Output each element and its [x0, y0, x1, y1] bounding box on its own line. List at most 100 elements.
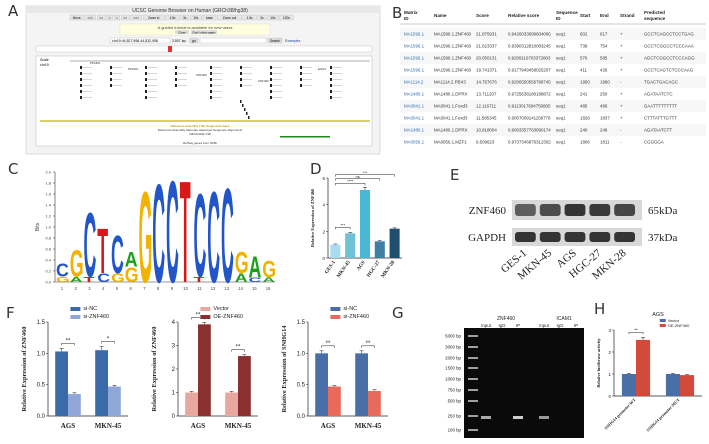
panel-label-c: C: [8, 160, 19, 178]
browser-nav-label: 3x: [260, 16, 264, 20]
protein-band: [539, 204, 561, 216]
tutorial-dont-show-button[interactable]: [191, 30, 217, 34]
logo-letter: C: [152, 156, 165, 313]
table-cell: 1950: [580, 80, 590, 85]
tfbs-feature: [330, 66, 332, 69]
legend-label: si-ZNF460: [343, 314, 369, 320]
browser-nav-button[interactable]: [69, 14, 84, 21]
matrix-id-link[interactable]: MA1596.1: [404, 32, 425, 37]
examples-link[interactable]: Examples: [285, 39, 301, 43]
table-row: [400, 52, 706, 64]
tfbs-feature: [240, 72, 242, 75]
browser-nav-button[interactable]: [257, 14, 267, 21]
browser-nav-button[interactable]: [113, 14, 120, 21]
tfbs-feature: [110, 72, 112, 75]
legend-swatch: [70, 315, 81, 319]
logo-ytick: 0.8: [45, 236, 51, 241]
table-cell: 1960: [600, 80, 610, 85]
search-button-label: Search: [270, 39, 280, 43]
browser-nav-button[interactable]: [84, 14, 96, 21]
significance-bracket: [335, 174, 395, 177]
table-cell: 11.585345: [476, 116, 497, 121]
chart-H: 0 1 2 3 Relative luciferase activity AGS ** SNH…: [596, 312, 702, 433]
browser-nav-button[interactable]: [190, 14, 202, 21]
matrix-id-link[interactable]: MA1596.1: [404, 56, 425, 61]
table-cell: 241: [580, 92, 588, 97]
ladder-band: [468, 367, 478, 369]
logo-xtick: 16: [266, 286, 271, 291]
browser-nav-button[interactable]: [217, 14, 242, 21]
go-button[interactable]: [189, 37, 199, 44]
legend-label: si-ZNF460: [83, 314, 109, 320]
browser-nav-button[interactable]: [97, 14, 106, 21]
browser-nav-button[interactable]: [242, 14, 257, 21]
browser-nav-button[interactable]: [106, 14, 113, 21]
table-cell: 10.818004: [476, 128, 497, 133]
browser-nav-button[interactable]: [142, 14, 165, 21]
browser-nav-button[interactable]: [130, 14, 142, 21]
table-cell: 426: [600, 68, 608, 73]
table-row: [400, 28, 706, 40]
table-cell: AGCTCGGCCTCCCAGG: [644, 56, 695, 61]
tfbs-feature: [244, 108, 246, 111]
matrix-id-link[interactable]: MA0041.1: [404, 116, 425, 121]
table-cell: 0.9206550556798745: [508, 80, 551, 85]
matrix-id-link[interactable]: MA0041.1: [404, 104, 425, 109]
browser-nav-button[interactable]: [165, 14, 180, 21]
tfbs-feature: [80, 66, 82, 69]
panel-label-a: A: [8, 2, 19, 20]
bar: [680, 375, 695, 396]
table-cell: GCCTCAGTCTCCCAAG: [644, 68, 694, 73]
table-cell: 1837: [600, 116, 610, 121]
browser-nav-button[interactable]: [180, 14, 190, 21]
matrix-id-link[interactable]: MA1596.1: [404, 44, 425, 49]
table-header-2: ID: [556, 16, 561, 21]
table-cell: CTTTATTTGTTT: [644, 116, 677, 121]
sample-band: [513, 416, 523, 419]
browser-nav-button[interactable]: [267, 14, 279, 21]
tutorial-close-button[interactable]: [175, 30, 189, 34]
logo-ytick: 2.0: [45, 170, 51, 175]
table-header: Relative score: [508, 13, 540, 18]
browser-nav-label: base: [206, 16, 213, 20]
protein-band: [614, 204, 635, 216]
logo-xtick: 14: [238, 286, 243, 291]
matrix-id-link[interactable]: MA0056.1: [404, 140, 425, 145]
ytick-label: 3: [172, 344, 176, 350]
logo-ytick: 0.4: [45, 258, 51, 263]
tfbs-feature: [300, 78, 302, 81]
table-cell: 617: [600, 32, 608, 37]
logo-letter: A: [235, 272, 248, 286]
tfbs-feature: [80, 72, 82, 75]
ladder-label: 250 bp: [448, 414, 462, 419]
table-cell: 12.116711: [476, 104, 497, 109]
tfbs-feature: [175, 78, 177, 81]
table-cell: 19.741371: [476, 68, 497, 73]
browser-nav-label: Move: [73, 16, 81, 20]
browser-nav-label: 100x: [283, 16, 290, 20]
search-button[interactable]: [267, 37, 283, 44]
matrix-id-link[interactable]: MA1480.1: [404, 92, 425, 97]
matrix-id-link[interactable]: MA1596.1: [404, 68, 425, 73]
matrix-id-link[interactable]: MA1114.2: [404, 80, 424, 85]
browser-nav-label: Zoom in: [148, 16, 160, 20]
tfbs-feature: [145, 96, 147, 99]
table-cell: MA1596.1.ZNF460: [434, 32, 472, 37]
tfbs-feature: [240, 78, 242, 81]
browser-nav-button[interactable]: [202, 14, 217, 21]
tutorial-dont-show-label: Don't show again: [193, 30, 216, 34]
browser-nav-button[interactable]: [279, 14, 294, 21]
tfbs-feature: [110, 84, 112, 87]
table-header: Score: [476, 13, 489, 18]
position-input[interactable]: chr19:44,827,898-44,832,958: [112, 39, 158, 43]
browser-nav-button[interactable]: [120, 14, 130, 21]
table-cell: MA0041.1.Foxd3: [434, 104, 468, 109]
footer-track-3: GENCODE V38: [189, 132, 211, 136]
browser-nav-label: <: [109, 16, 111, 20]
matrix-id-link[interactable]: MA1480.1: [404, 128, 425, 133]
ytick-label: 0.5: [297, 383, 306, 389]
panel-label-b: B: [392, 4, 403, 22]
